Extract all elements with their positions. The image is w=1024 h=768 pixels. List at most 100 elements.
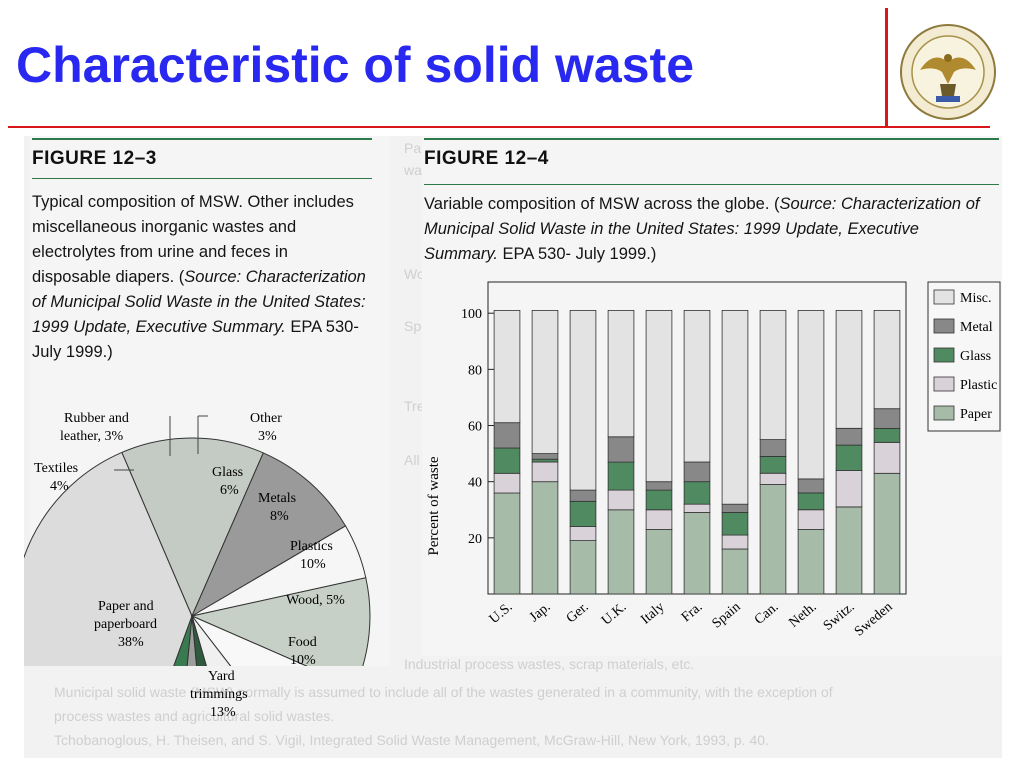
slide-title: Characteristic of solid waste [16, 37, 695, 93]
x-tick-label-u-k: U.K. [599, 600, 630, 629]
bar-sweden-misc [873, 310, 901, 410]
textbook-scan: Paper (cardboard, plastic, wood, glass, … [24, 136, 1002, 758]
plastics-label-line1: Plastics [290, 539, 333, 554]
textiles-label-line2: 4% [50, 479, 69, 494]
msw-composition-pie-chart: Rubber and leather, 3% Other 3% Textiles… [24, 411, 371, 666]
bar-switz-paper [835, 506, 863, 595]
rubber-label-line1: Rubber and [64, 411, 129, 426]
figure-12-4-caption: Variable composition of MSW across the g… [424, 192, 984, 267]
bar-can-glass [759, 455, 787, 474]
legend-label-glass: Glass [960, 349, 991, 364]
bar-jap-glass [531, 458, 559, 463]
pie-slice-glass [191, 615, 232, 666]
bar-u-s-misc [493, 310, 521, 424]
bar-spain-metal [721, 503, 749, 513]
pie-slice-textiles [173, 615, 193, 666]
x-tick-label-neth: Neth. [786, 600, 819, 631]
bar-fra-paper [683, 512, 711, 595]
bar-u-s-paper [493, 492, 521, 595]
pie-slice-paper-and-paperboard [24, 451, 193, 666]
legend-swatch-plastic [933, 376, 955, 392]
bar-u-k-paper [607, 509, 635, 595]
pie-slice-plastics [190, 577, 371, 666]
textiles-label-line1: Textiles [34, 461, 78, 476]
bar-spain-paper [721, 548, 749, 595]
y-tick-label: 60 [468, 420, 482, 435]
bar-u-k-glass [607, 461, 635, 491]
y-tick-label: 100 [461, 307, 482, 322]
bar-fra-plastic [683, 503, 711, 513]
bar-can-plastic [759, 472, 787, 485]
bar-spain-misc [721, 310, 749, 505]
wood-label: Wood, 5% [286, 593, 345, 608]
bar-switz-metal [835, 427, 863, 446]
metals-label-line1: Metals [258, 491, 296, 506]
legend-label-misc: Misc. [960, 291, 992, 306]
bar-switz-plastic [835, 469, 863, 508]
university-seal-logo [900, 24, 996, 120]
figure-12-3-caption-text: Typical composition of MSW. Other includ… [32, 193, 354, 286]
legend-label-paper: Paper [960, 407, 992, 422]
x-tick-label-sweden: Sweden [852, 600, 896, 640]
figure-12-3-heading: FIGURE 12–3 [32, 148, 157, 169]
yard-label-line2: trimmings [190, 687, 248, 702]
title-horizontal-divider [8, 126, 990, 128]
other-label-line2: 3% [258, 429, 277, 444]
x-tick-label-italy: Italy [638, 600, 667, 628]
yard-label-line3: 13% [210, 705, 236, 720]
msw-global-stacked-bar-chart: 20 40 60 80 100 U.S. Jap. Ger. U.K. Italy Fra. Spa… [426, 281, 1001, 640]
figure-12-4-bottom-rule [424, 184, 999, 185]
figure-12-3-bottom-rule [32, 178, 372, 179]
metals-label-line2: 8% [270, 509, 289, 524]
legend-label-plastic: Plastic [960, 378, 997, 393]
bar-switz-misc [835, 310, 863, 429]
bar-sweden-plastic [873, 441, 901, 474]
bar-u-s-metal [493, 422, 521, 449]
bar-u-s-glass [493, 447, 521, 474]
yard-trimmings-label-area: Yard trimmings 13% [190, 669, 248, 720]
bar-italy-glass [645, 489, 673, 511]
x-tick-label-can: Can. [752, 600, 782, 628]
bar-neth-plastic [797, 509, 825, 530]
bar-switz-glass [835, 444, 863, 471]
legend-swatch-metal [933, 318, 955, 334]
other-label-line1: Other [250, 411, 282, 426]
bar-italy-misc [645, 310, 673, 483]
food-label-line2: 10% [290, 653, 316, 666]
y-tick-label: 40 [468, 476, 482, 491]
pie-slice-yard-trimmings [121, 437, 264, 618]
pie-slice-rubber-and-leather [186, 615, 198, 666]
pie-slice-metals [191, 615, 308, 666]
yard-label-line1: Yard [208, 669, 235, 684]
figure-12-3-top-rule [32, 138, 372, 140]
bar-ger-plastic [569, 526, 597, 542]
bar-neth-metal [797, 478, 825, 494]
bar-u-k-metal [607, 436, 635, 463]
bar-spain-glass [721, 512, 749, 536]
bar-ger-paper [569, 540, 597, 595]
figure-12-4-caption-text: Variable composition of MSW across the g… [424, 195, 780, 213]
title-vertical-divider [885, 8, 888, 126]
bar-fra-glass [683, 481, 711, 505]
legend-swatch-paper [933, 405, 955, 421]
plastics-label-line2: 10% [300, 557, 326, 572]
paper-label-line3: 38% [118, 635, 144, 650]
x-tick-label-u-s: U.S. [487, 600, 516, 628]
bar-jap-metal [531, 453, 559, 460]
glass-label-line1: Glass [212, 465, 243, 480]
bar-fra-metal [683, 461, 711, 483]
bar-ger-metal [569, 489, 597, 502]
x-tick-label-jap: Jap. [527, 600, 554, 626]
y-axis-label: Percent of waste [426, 456, 442, 555]
paper-label-line1: Paper and [98, 599, 154, 614]
bar-italy-paper [645, 528, 673, 595]
bar-spain-plastic [721, 534, 749, 550]
figure-12-3-caption-epa: EPA 530-July 1999.) [32, 318, 359, 361]
bar-sweden-paper [873, 472, 901, 595]
paper-label-line2: paperboard [94, 617, 157, 632]
bar-italy-metal [645, 481, 673, 491]
food-label-line1: Food [288, 635, 317, 650]
bar-ger-glass [569, 500, 597, 528]
rubber-label-line2: leather, 3% [60, 429, 124, 444]
legend-label-metal: Metal [960, 320, 993, 335]
